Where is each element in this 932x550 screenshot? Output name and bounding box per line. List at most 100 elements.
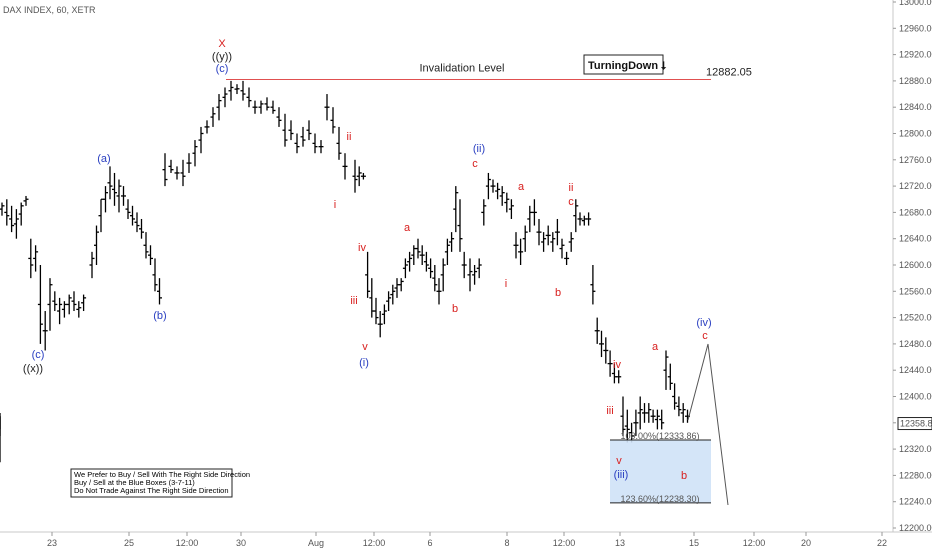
- wave-label: b: [555, 287, 561, 299]
- ohlc-bar: [107, 166, 113, 200]
- ohlc-bar: [564, 251, 570, 265]
- ohlc-bar: [398, 278, 404, 292]
- ohlc-bar: [481, 199, 487, 226]
- ohlc-bar: [599, 330, 604, 358]
- ohlc-bar: [112, 172, 117, 206]
- wave-label: a: [652, 341, 659, 353]
- y-tick-label: 12280.00: [899, 470, 932, 480]
- ohlc-bar: [240, 80, 246, 101]
- ohlc-bar: [330, 107, 336, 134]
- fib-level-label: 123.60%(12238.30): [620, 494, 699, 504]
- x-tick-label: 12:00: [553, 538, 576, 548]
- ohlc-bar: [680, 403, 686, 423]
- notice-line: Do Not Trade Against The Right Side Dire…: [74, 486, 229, 495]
- wave-label: a: [518, 181, 525, 193]
- ohlc-bar: [499, 186, 505, 206]
- fib-level-label: 100.00%(12333.86): [620, 431, 699, 441]
- wave-label: i: [505, 278, 507, 290]
- ohlc-bar: [342, 153, 348, 180]
- ohlc-bar: [624, 409, 630, 443]
- ohlc-bar: [71, 291, 77, 312]
- ohlc-bar: [527, 205, 533, 233]
- wave-label: i: [334, 199, 336, 211]
- invalidation-label: Invalidation Level: [419, 63, 504, 75]
- x-tick-label: 25: [124, 538, 134, 548]
- ohlc-bar: [554, 218, 560, 246]
- ohlc-bar: [216, 94, 222, 121]
- wave-label: iv: [613, 359, 621, 371]
- wave-label: ((y)): [212, 51, 232, 63]
- ohlc-bar: [125, 199, 131, 219]
- ohlc-bar: [33, 245, 39, 272]
- ohlc-bar: [654, 409, 660, 430]
- turning-down-badge: [583, 54, 664, 75]
- ohlc-bar: [228, 80, 234, 101]
- ohlc-bar: [18, 202, 24, 226]
- ohlc-bar: [23, 195, 29, 206]
- wave-label: ((x)): [23, 363, 43, 375]
- ohlc-bar: [312, 133, 318, 154]
- ohlc-bar: [453, 186, 459, 233]
- ohlc-bar: [485, 172, 491, 200]
- ohlc-bar: [270, 100, 276, 114]
- ohlc-bar: [522, 225, 528, 252]
- ohlc-bar: [94, 225, 99, 265]
- y-tick-label: 12320.00: [899, 444, 932, 454]
- ohlc-bar: [518, 238, 524, 265]
- wave-label: iii: [606, 405, 613, 417]
- ohlc-bar: [381, 304, 387, 325]
- ohlc-bar: [642, 403, 647, 423]
- ohlc-bar: [360, 172, 366, 180]
- ohlc-bar: [423, 251, 429, 272]
- ohlc-bar: [444, 238, 450, 265]
- wave-label: ii: [569, 182, 574, 194]
- wave-label: (a): [97, 153, 110, 165]
- ohlc-bar: [504, 192, 510, 213]
- ohlc-bar: [428, 258, 434, 279]
- ohlc-bar: [148, 245, 153, 265]
- chart-symbol: DAX INDEX, 60, XETR: [3, 5, 96, 15]
- ohlc-bar: [650, 409, 656, 423]
- ohlc-bar: [76, 301, 82, 318]
- y-tick-label: 12600.00: [899, 260, 932, 270]
- ohlc-bar: [252, 100, 258, 114]
- ohlc-bar: [436, 278, 442, 305]
- ohlc-bar: [637, 396, 643, 430]
- ohlc-bar: [659, 409, 665, 430]
- ohlc-bar: [198, 126, 204, 154]
- y-tick-label: 12400.00: [899, 392, 932, 402]
- ohlc-bar: [246, 87, 252, 108]
- ohlc-bar: [210, 107, 216, 127]
- x-tick-label: 23: [47, 538, 57, 548]
- ohlc-bar: [394, 278, 400, 298]
- wave-label: c: [472, 158, 478, 170]
- wave-label: v: [616, 455, 622, 467]
- ohlc-bar: [324, 94, 330, 121]
- ohlc-bar: [116, 179, 122, 213]
- ohlc-bar: [174, 166, 180, 180]
- ohlc-bar: [222, 87, 228, 108]
- ohlc-bar: [432, 265, 438, 292]
- ohlc-bar: [581, 215, 587, 226]
- ohlc-bar: [676, 396, 682, 417]
- ohlc-bar: [607, 350, 613, 377]
- price-bars: [0, 80, 690, 463]
- ohlc-bar: [52, 291, 58, 312]
- notice-line: We Prefer to Buy / Sell With The Right S…: [74, 470, 250, 479]
- ohlc-bar: [130, 205, 135, 226]
- ohlc-bar: [352, 159, 358, 193]
- ohlc-bar: [143, 232, 149, 259]
- ohlc-bar: [594, 317, 600, 344]
- ohlc-bar: [541, 232, 547, 252]
- ohlc-bar: [300, 126, 306, 147]
- ohlc-bar: [306, 120, 312, 141]
- ohlc-bar: [204, 120, 210, 134]
- y-tick-label: 12640.00: [899, 234, 932, 244]
- ohlc-bar: [386, 291, 392, 312]
- last-price-label: 12358.87: [900, 419, 932, 429]
- ohlc-bar: [157, 278, 162, 305]
- last-price-tag: [897, 417, 932, 431]
- y-tick-label: 12480.00: [899, 339, 932, 349]
- x-tick-label: 15: [689, 538, 699, 548]
